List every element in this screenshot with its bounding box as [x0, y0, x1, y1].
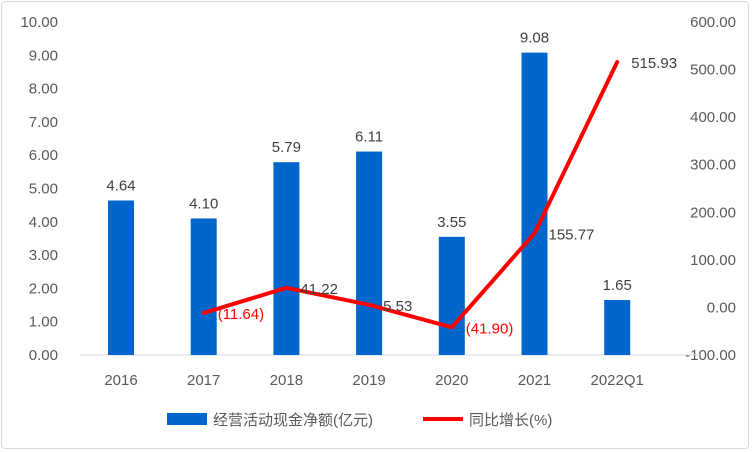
- bar-data-label: 9.08: [520, 30, 549, 47]
- line-data-label: 515.93: [631, 55, 677, 72]
- right-axis-tick: 0.00: [707, 299, 736, 316]
- right-axis-tick: 300.00: [690, 157, 736, 174]
- left-axis-tick: 8.00: [29, 81, 58, 98]
- x-axis-tick: 2017: [187, 372, 220, 389]
- right-axis-tick: -100.00: [685, 347, 736, 364]
- bar: [356, 151, 383, 355]
- x-axis-tick: 2022Q1: [591, 372, 644, 389]
- left-axis-tick: 4.00: [29, 214, 58, 231]
- bar-data-label: 6.11: [355, 129, 383, 146]
- bar-data-label: 4.10: [189, 195, 218, 212]
- bar: [521, 52, 548, 356]
- left-axis-tick: 7.00: [29, 114, 58, 131]
- left-axis-tick: 2.00: [29, 280, 58, 297]
- left-axis-tick: 9.00: [29, 47, 58, 64]
- bar: [604, 300, 631, 355]
- x-axis-tick: 2020: [435, 372, 468, 389]
- left-axis-tick: 5.00: [29, 181, 58, 198]
- bar-data-label: 3.55: [437, 214, 466, 231]
- line-data-label: 41.22: [300, 281, 338, 298]
- bar-data-label: 5.79: [272, 139, 301, 156]
- legend-bar-swatch: [167, 413, 207, 425]
- bar: [190, 218, 217, 355]
- bar-data-label: 4.64: [106, 177, 135, 194]
- right-axis-tick: 100.00: [690, 252, 736, 269]
- growth-line: [201, 59, 620, 330]
- left-axis-tick: 10.00: [20, 14, 58, 31]
- right-axis-tick: 500.00: [690, 62, 736, 79]
- bar: [438, 236, 465, 355]
- left-axis-tick: 1.00: [29, 314, 58, 331]
- legend-line-label: 同比增长(%): [469, 412, 552, 429]
- legend-bar-label: 经营活动现金净额(亿元): [213, 412, 373, 429]
- x-axis-tick: 2018: [270, 372, 303, 389]
- right-axis-tick: 200.00: [690, 204, 736, 221]
- line-data-label: (41.90): [466, 320, 514, 337]
- x-axis-tick: 2021: [518, 372, 551, 389]
- left-axis-tick: 3.00: [29, 247, 58, 264]
- bar-data-label: 1.65: [603, 277, 632, 294]
- bar: [273, 162, 300, 355]
- line-data-label: 155.77: [549, 226, 595, 243]
- line-data-label: (11.64): [218, 306, 264, 323]
- left-axis-tick: 0.00: [29, 347, 58, 364]
- x-axis-tick: 2016: [104, 372, 137, 389]
- left-axis-tick: 6.00: [29, 147, 58, 164]
- line-data-label: 5.53: [383, 298, 412, 315]
- x-axis-tick: 2019: [352, 372, 385, 389]
- right-axis-tick: 400.00: [690, 109, 736, 126]
- bar: [108, 200, 134, 355]
- right-axis-tick: 600.00: [690, 14, 736, 31]
